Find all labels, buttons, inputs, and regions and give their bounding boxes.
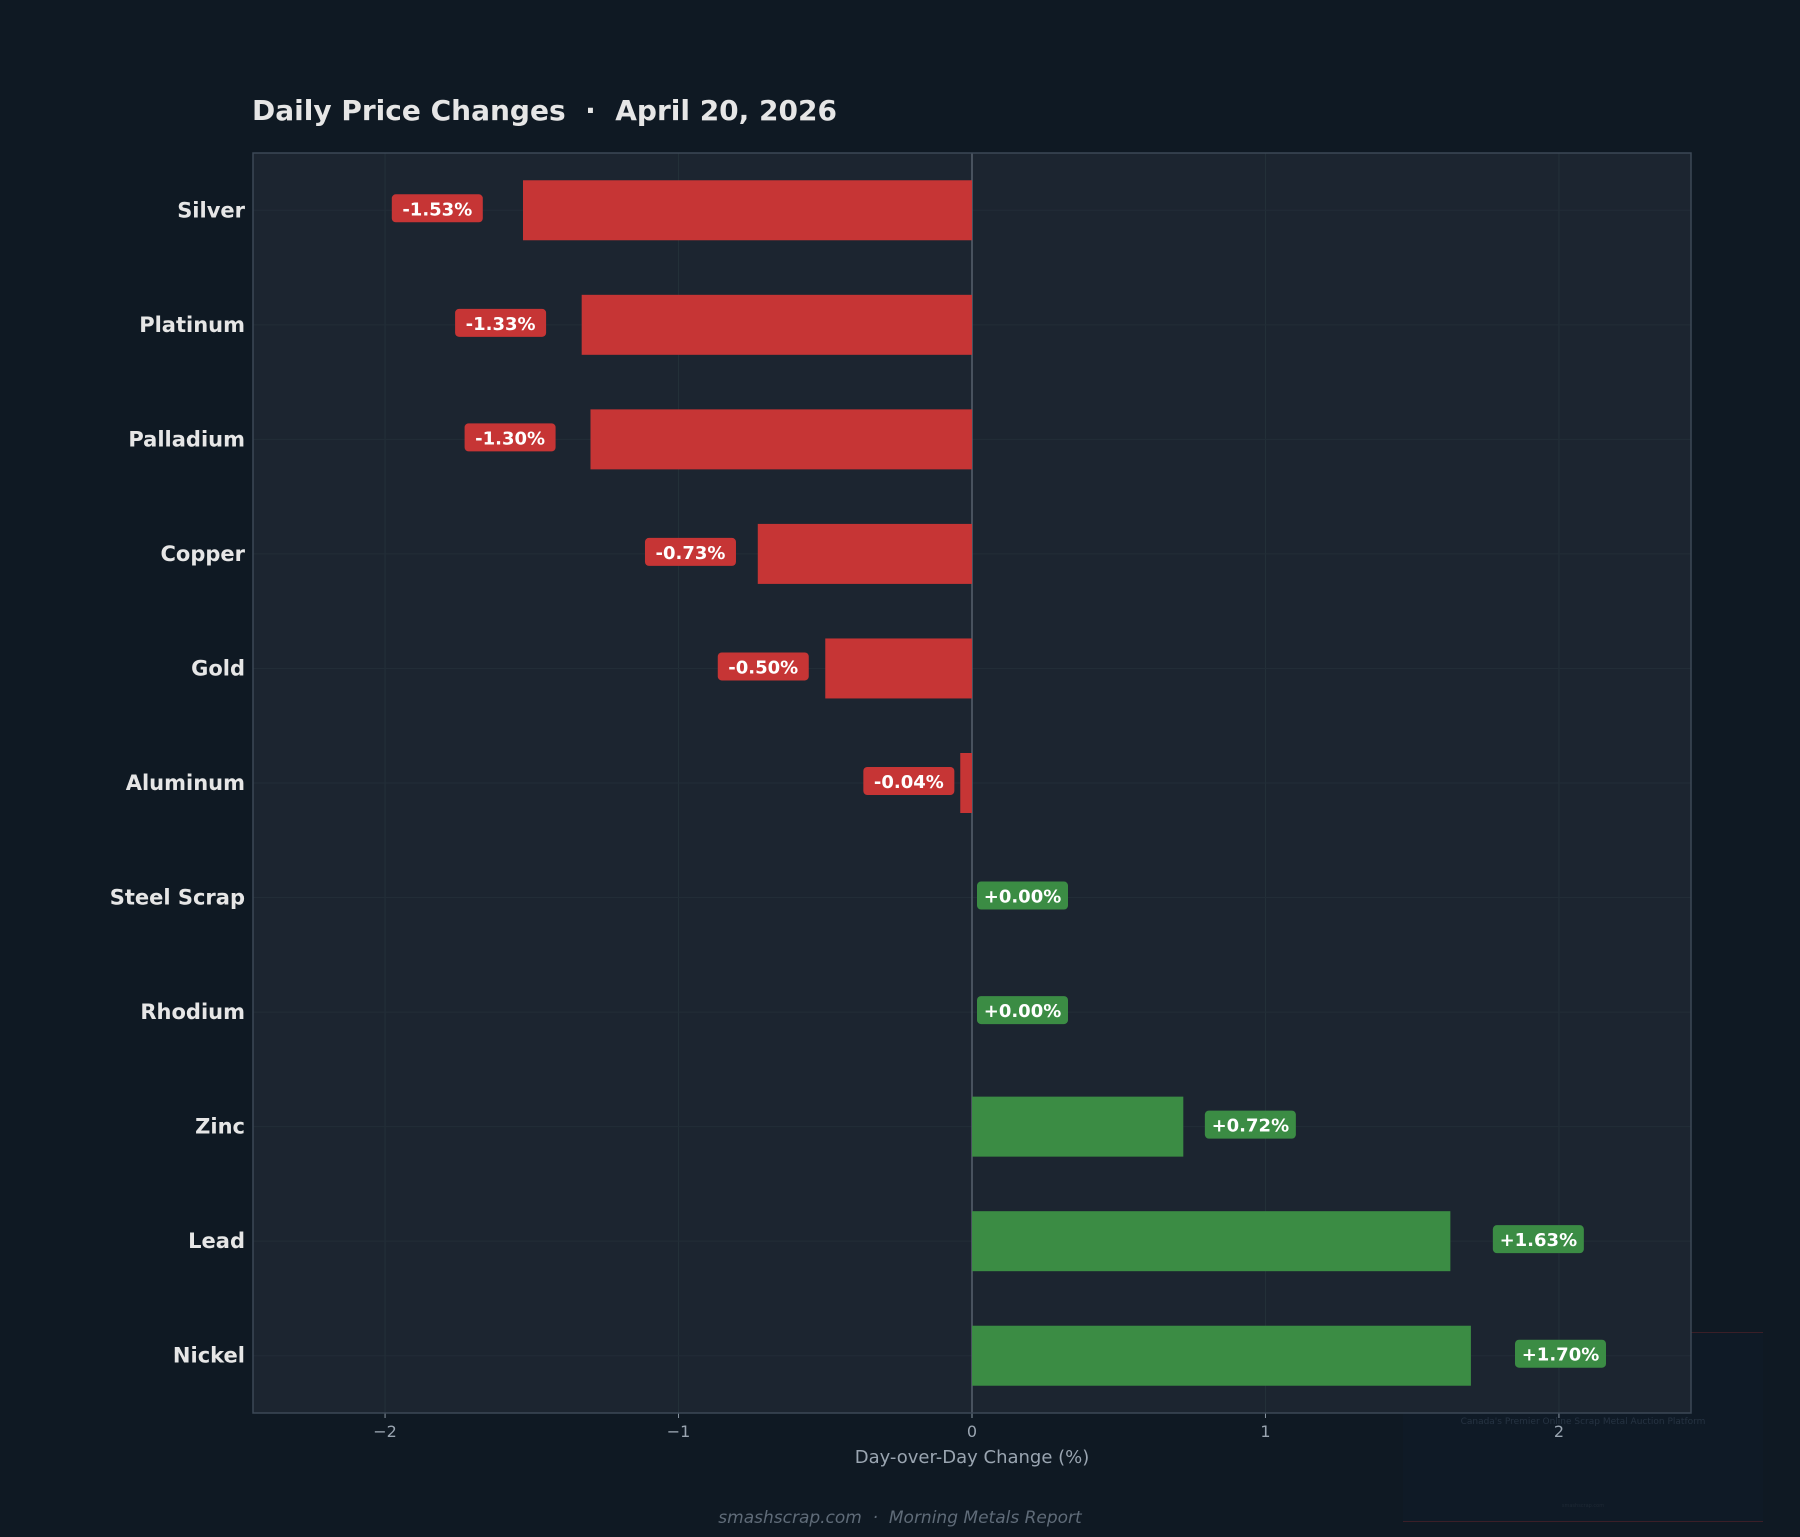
category-label: Steel Scrap <box>110 886 245 910</box>
category-label: Rhodium <box>140 1000 245 1024</box>
data-label-badge <box>455 308 547 337</box>
category-label: Platinum <box>139 313 245 337</box>
category-label: Zinc <box>195 1115 245 1139</box>
category-label: Aluminum <box>126 771 245 795</box>
chart-title: Daily Price Changes · April 20, 2026 <box>252 94 837 127</box>
category-label: Lead <box>188 1229 245 1253</box>
data-label: -0.73% <box>656 543 726 564</box>
category-label: Copper <box>160 542 245 566</box>
data-label-badge <box>863 767 955 795</box>
x-axis-label: Day-over-Day Change (%) <box>855 1447 1090 1468</box>
x-tick-label: 1 <box>1260 1422 1270 1441</box>
bar-gold <box>825 638 972 699</box>
data-label: -1.33% <box>466 314 536 335</box>
x-tick-label: 2 <box>1554 1422 1564 1441</box>
data-label: -1.53% <box>402 199 472 220</box>
footer-credit: smashscrap.com · Morning Metals Report <box>718 1508 1082 1528</box>
x-tick-label: −2 <box>373 1422 397 1441</box>
data-label: -1.30% <box>475 428 545 449</box>
data-label: -0.04% <box>874 772 944 793</box>
category-label: Nickel <box>173 1344 245 1368</box>
x-tick-label: −1 <box>667 1422 691 1441</box>
bar-copper <box>757 523 972 584</box>
category-label: Gold <box>191 656 245 680</box>
data-label-badge <box>1204 1110 1296 1139</box>
bar-platinum <box>581 294 972 355</box>
watermark-url: smashscrap.com <box>1561 1503 1605 1509</box>
data-label-badge <box>644 537 736 566</box>
bar-palladium <box>590 409 972 470</box>
data-label: +0.00% <box>984 887 1062 908</box>
watermark-tagline: Canada's Premier Online Scrap Metal Auct… <box>1460 1417 1706 1427</box>
bar-silver <box>522 180 972 241</box>
bar-nickel <box>972 1325 1471 1386</box>
data-label: +1.70% <box>1522 1345 1600 1366</box>
data-label-badge <box>977 881 1068 910</box>
data-label-badge <box>717 652 809 681</box>
plot-border <box>252 152 1692 1414</box>
bar-aluminum <box>960 753 972 813</box>
data-label-badge <box>977 996 1068 1025</box>
data-label: -0.50% <box>728 657 798 678</box>
category-label: Silver <box>177 198 245 222</box>
data-label-badge <box>464 423 556 452</box>
data-label: +0.00% <box>984 1001 1062 1022</box>
data-label: +0.72% <box>1212 1116 1290 1137</box>
data-label-badge <box>1514 1339 1606 1368</box>
data-label-badge <box>1492 1225 1584 1254</box>
x-tick-label: 0 <box>967 1422 977 1441</box>
bar-zinc <box>972 1096 1184 1157</box>
data-label-badge <box>391 194 483 223</box>
data-label: +1.63% <box>1500 1230 1578 1251</box>
category-label: Palladium <box>128 427 245 451</box>
bar-lead <box>972 1211 1451 1272</box>
